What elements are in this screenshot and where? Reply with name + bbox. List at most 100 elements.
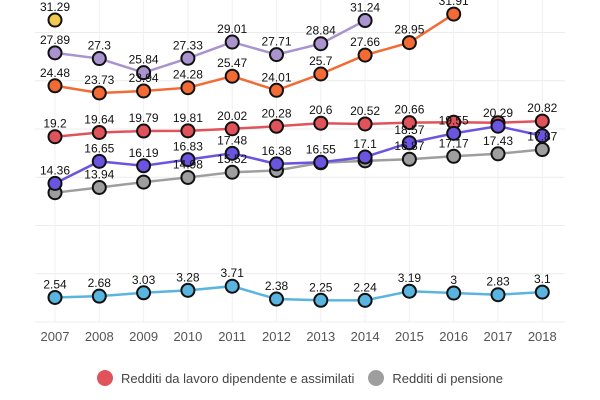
x-tick-label: 2015 — [395, 329, 424, 344]
data-point — [180, 50, 196, 66]
x-tick-label: 2007 — [41, 329, 70, 344]
data-label: 20.6 — [309, 103, 333, 117]
data-label: 16.55 — [306, 142, 336, 156]
legend: Redditi da lavoro dipendente e assimilat… — [0, 370, 600, 386]
data-label: 2.25 — [309, 280, 333, 294]
data-label: 2.24 — [353, 280, 377, 294]
data-point — [401, 151, 417, 167]
data-point — [224, 68, 240, 84]
data-point — [357, 149, 373, 165]
data-point — [490, 146, 506, 162]
x-tick-label: 2013 — [306, 329, 335, 344]
data-point — [357, 47, 373, 63]
data-point — [136, 123, 152, 139]
data-point — [180, 123, 196, 139]
x-tick-label: 2010 — [173, 329, 202, 344]
data-label: 19.81 — [173, 111, 203, 125]
data-point — [136, 65, 152, 81]
data-point — [180, 80, 196, 96]
data-point — [446, 285, 462, 301]
data-label: 27.71 — [261, 35, 291, 49]
data-point — [224, 145, 240, 161]
data-label: 28.84 — [306, 24, 336, 38]
data-point — [180, 282, 196, 298]
data-point — [490, 118, 506, 134]
data-label: 3.19 — [398, 271, 422, 285]
data-point — [401, 283, 417, 299]
data-point — [47, 12, 63, 28]
data-point — [269, 47, 284, 63]
x-tick-label: 2011 — [218, 329, 246, 344]
data-label: 3.03 — [132, 273, 156, 287]
data-point — [534, 284, 550, 300]
data-label: 3.71 — [221, 266, 245, 280]
legend-label: Redditi da lavoro dipendente e assimilat… — [121, 370, 355, 386]
data-label: 17.87 — [527, 130, 557, 144]
data-point — [357, 116, 373, 132]
data-label: 15.52 — [217, 152, 247, 166]
data-label: 16.65 — [84, 141, 114, 155]
data-point — [313, 115, 329, 131]
data-point — [534, 128, 550, 144]
data-label: 25.7 — [309, 54, 333, 68]
data-point — [91, 288, 107, 304]
data-label: 31.29 — [40, 0, 70, 14]
data-point — [136, 83, 152, 99]
data-label: 16.83 — [173, 140, 203, 154]
data-point — [136, 158, 152, 174]
data-point — [91, 85, 107, 101]
data-point — [357, 292, 373, 308]
data-point — [534, 142, 550, 158]
data-point — [224, 164, 240, 180]
legend-swatch — [368, 370, 385, 386]
data-label: 19.55 — [439, 113, 469, 127]
data-point — [136, 174, 152, 190]
data-label: 27.66 — [350, 35, 380, 49]
data-label: 25.84 — [129, 53, 159, 67]
data-label: 17.1 — [353, 137, 377, 151]
data-point — [446, 6, 462, 22]
data-label: 27.89 — [40, 33, 70, 47]
x-tick-label: 2016 — [439, 329, 468, 344]
data-label: 20.28 — [261, 106, 291, 120]
data-label: 29.01 — [217, 22, 247, 36]
data-point — [401, 35, 417, 51]
data-point — [313, 66, 329, 82]
x-tick-label: 2014 — [351, 329, 380, 344]
data-point — [47, 45, 63, 61]
data-label: 17.43 — [483, 134, 513, 148]
data-label: 23.94 — [129, 71, 159, 85]
data-point — [47, 289, 63, 305]
data-label: 27.3 — [88, 39, 112, 53]
data-label: 20.29 — [483, 106, 513, 120]
data-label: 24.01 — [261, 70, 291, 84]
data-point — [490, 287, 506, 303]
series-line — [54, 19, 366, 74]
data-label: 31.24 — [350, 1, 380, 15]
data-point — [401, 135, 417, 151]
data-label: 3.1 — [534, 272, 551, 286]
data-point — [91, 124, 107, 140]
legend-item-lavoro-dipendente[interactable]: Redditi da lavoro dipendente e assimilat… — [97, 370, 354, 386]
data-label: 27.33 — [173, 38, 203, 52]
data-point — [180, 169, 196, 185]
data-label: 16.38 — [261, 144, 291, 158]
data-point — [91, 153, 107, 169]
data-label: 17.48 — [217, 133, 247, 147]
data-point — [136, 285, 152, 301]
data-label: 14.98 — [173, 157, 203, 171]
data-label: 16.19 — [129, 146, 159, 160]
legend-swatch — [97, 370, 113, 386]
data-point — [446, 125, 462, 141]
data-point — [401, 115, 417, 131]
data-point — [47, 129, 63, 145]
data-label: 20.82 — [527, 101, 557, 115]
data-label: 17.17 — [439, 136, 469, 150]
data-point — [446, 148, 462, 164]
legend-item-pensione[interactable]: Redditi di pensione — [368, 370, 503, 386]
data-point — [180, 152, 196, 168]
data-point — [269, 82, 284, 98]
data-point — [357, 13, 373, 29]
data-point — [313, 292, 329, 308]
series-line — [54, 284, 543, 302]
